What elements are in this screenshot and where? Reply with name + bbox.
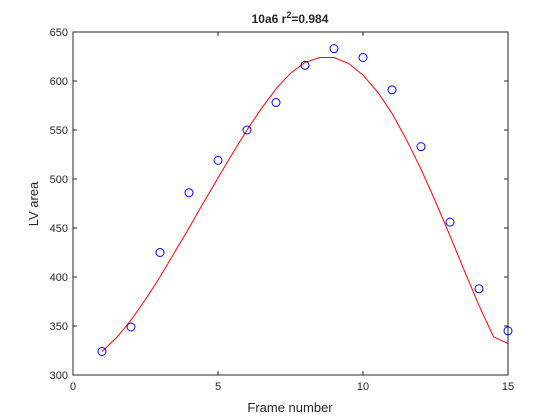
x-axis: 0 5 10 15	[70, 32, 514, 393]
y-axis: 300 350 400 450 500 550 600 650	[50, 27, 508, 382]
plot-area	[97, 44, 513, 356]
data-point	[155, 248, 165, 257]
data-point	[329, 44, 339, 54]
chart-title: 10a6 r2=0.984	[252, 10, 329, 26]
data-point	[387, 85, 397, 95]
fit-curve	[101, 57, 509, 352]
y-tick-label: 400	[50, 272, 68, 284]
x-tick-label: 10	[357, 381, 369, 393]
data-point	[184, 188, 194, 198]
x-tick-label: 0	[70, 381, 76, 393]
data-point	[445, 217, 455, 227]
x-tick-label: 15	[502, 381, 514, 393]
data-point	[242, 125, 252, 135]
data-point	[358, 52, 368, 62]
y-axis-label: LV area	[26, 181, 41, 226]
data-point	[300, 60, 310, 70]
y-tick-label: 600	[50, 76, 68, 88]
x-axis-label: Frame number	[247, 400, 333, 415]
x-tick-label: 5	[215, 381, 221, 393]
data-point	[213, 155, 223, 165]
data-point	[126, 322, 136, 332]
data-point	[271, 98, 281, 108]
title-main: 10a6 r	[252, 12, 287, 26]
data-point	[416, 142, 426, 152]
y-tick-label: 350	[50, 321, 68, 333]
y-tick-label: 450	[50, 223, 68, 235]
data-point	[474, 284, 484, 294]
y-tick-label: 550	[50, 125, 68, 137]
y-tick-label: 500	[50, 174, 68, 186]
data-point	[97, 346, 107, 356]
axes-box	[72, 31, 509, 376]
title-superscript: 2	[286, 10, 291, 20]
y-tick-label: 300	[50, 370, 68, 382]
title-rest: =0.984	[291, 12, 328, 26]
y-tick-label: 650	[50, 27, 68, 39]
